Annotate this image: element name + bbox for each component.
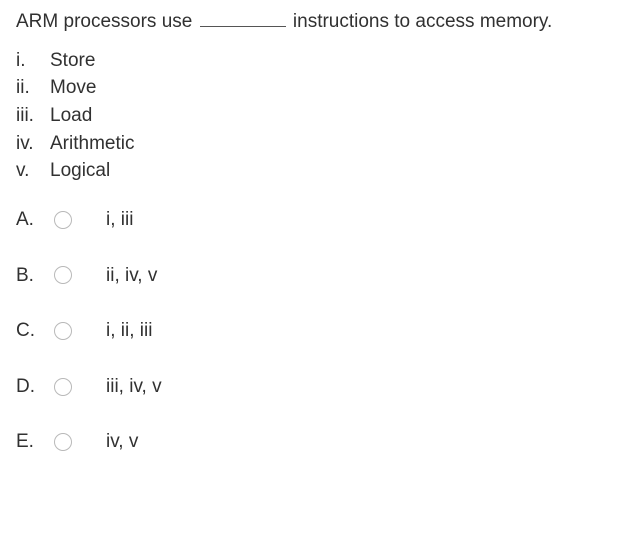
option-text: i, ii, iii — [106, 318, 626, 344]
radio-button[interactable] — [54, 322, 72, 340]
question-page: ARM processors use instructions to acces… — [0, 0, 642, 501]
list-item: iv. Arithmetic — [16, 130, 626, 158]
radio-button[interactable] — [54, 211, 72, 229]
option-text: iv, v — [106, 429, 626, 455]
option-letter: A. — [16, 207, 54, 233]
option-row-d[interactable]: D. iii, iv, v — [16, 374, 626, 400]
statement-list: i. Store ii. Move iii. Load iv. Arithmet… — [16, 47, 626, 185]
list-item: i. Store — [16, 47, 626, 75]
roman-numeral: i. — [16, 48, 50, 74]
roman-numeral: iv. — [16, 131, 50, 157]
question-stem: ARM processors use instructions to acces… — [16, 8, 626, 35]
option-row-c[interactable]: C. i, ii, iii — [16, 318, 626, 344]
list-item: iii. Load — [16, 102, 626, 130]
statement-text: Arithmetic — [50, 131, 134, 157]
option-letter: E. — [16, 429, 54, 455]
question-text-pre: ARM processors use — [16, 11, 192, 32]
radio-button[interactable] — [54, 433, 72, 451]
radio-button[interactable] — [54, 378, 72, 396]
option-text: ii, iv, v — [106, 263, 626, 289]
option-letter: B. — [16, 263, 54, 289]
statement-text: Store — [50, 48, 95, 74]
option-row-e[interactable]: E. iv, v — [16, 429, 626, 455]
statement-text: Move — [50, 75, 96, 101]
radio-button[interactable] — [54, 266, 72, 284]
option-letter: C. — [16, 318, 54, 344]
answer-options: A. i, iii B. ii, iv, v C. i, ii, iii D. … — [16, 207, 626, 455]
statement-text: Logical — [50, 158, 110, 184]
option-row-b[interactable]: B. ii, iv, v — [16, 263, 626, 289]
option-row-a[interactable]: A. i, iii — [16, 207, 626, 233]
question-text-post: instructions to access memory. — [293, 11, 552, 32]
option-text: i, iii — [106, 207, 626, 233]
list-item: v. Logical — [16, 157, 626, 185]
statement-text: Load — [50, 103, 92, 129]
roman-numeral: v. — [16, 158, 50, 184]
option-text: iii, iv, v — [106, 374, 626, 400]
roman-numeral: iii. — [16, 103, 50, 129]
fill-in-blank — [200, 8, 286, 27]
list-item: ii. Move — [16, 74, 626, 102]
option-letter: D. — [16, 374, 54, 400]
roman-numeral: ii. — [16, 75, 50, 101]
